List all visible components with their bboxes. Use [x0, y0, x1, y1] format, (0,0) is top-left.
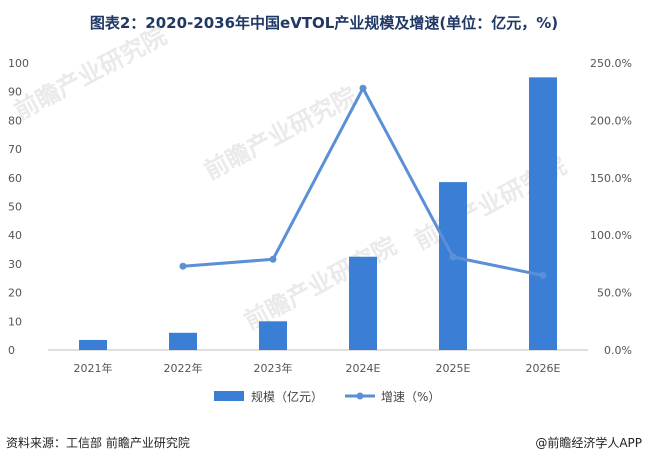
growth-point-3 [449, 253, 457, 261]
legend: 规模（亿元） 增速（%） [214, 389, 440, 404]
x-tick-label-3: 2024E [346, 362, 381, 375]
growth-point-2 [359, 84, 367, 92]
left-tick-label-4: 40 [8, 229, 22, 242]
x-tick-label-5: 2026E [526, 362, 561, 375]
bar-3 [349, 256, 377, 350]
line-series [179, 84, 547, 279]
left-tick-label-10: 100 [8, 57, 29, 70]
right-axis-ticks: 0.0% 50.0% 100.0% 150.0% 200.0% 250.0% [590, 57, 632, 357]
x-axis-ticks: 2021年 2022年 2023年 2024E 2025E 2026E [74, 361, 561, 375]
legend-bar-label: 规模（亿元） [251, 389, 323, 404]
x-tick-label-4: 2025E [436, 362, 471, 375]
growth-point-0 [179, 262, 187, 270]
right-tick-label-1: 50.0% [597, 287, 632, 300]
legend-bar-swatch [214, 391, 244, 401]
left-tick-label-9: 90 [8, 86, 22, 99]
left-tick-label-8: 80 [8, 114, 22, 127]
growth-point-1 [269, 255, 277, 263]
left-tick-label-5: 50 [8, 201, 22, 214]
legend-line-label: 增速（%） [381, 390, 440, 404]
source-note: 资料来源：工信部 前瞻产业研究院 [6, 436, 190, 450]
brand-note: @前瞻经济学人APP [535, 436, 642, 450]
watermark-text-0: 前瞻产业研究院 [10, 22, 171, 126]
growth-point-4 [539, 271, 547, 279]
x-tick-label-2: 2023年 [254, 361, 293, 375]
left-tick-label-7: 70 [8, 143, 22, 156]
bar-1 [169, 332, 197, 350]
bar-0 [79, 339, 107, 350]
right-tick-label-5: 250.0% [590, 57, 632, 70]
bar-series [79, 77, 557, 350]
left-tick-label-3: 30 [8, 258, 22, 271]
left-tick-label-6: 60 [8, 172, 22, 185]
legend-line-marker [356, 392, 364, 400]
right-tick-label-4: 200.0% [590, 114, 632, 127]
bar-5 [529, 77, 557, 350]
right-tick-label-3: 150.0% [590, 172, 632, 185]
x-tick-label-0: 2021年 [74, 361, 113, 375]
right-tick-label-0: 0.0% [604, 344, 632, 357]
chart-title: 图表2：2020-2036年中国eVTOL产业规模及增速(单位：亿元，%) [89, 14, 559, 32]
x-tick-label-1: 2022年 [164, 361, 203, 375]
left-tick-label-1: 10 [8, 315, 22, 328]
left-axis-ticks: 0 10 20 30 40 50 60 70 80 90 100 [8, 57, 29, 357]
bar-2 [259, 321, 287, 350]
left-tick-label-0: 0 [8, 344, 15, 357]
bar-4 [439, 182, 467, 350]
right-tick-label-2: 100.0% [590, 229, 632, 242]
watermark-text-1: 前瞻产业研究院 [200, 82, 361, 186]
left-tick-label-2: 20 [8, 287, 22, 300]
